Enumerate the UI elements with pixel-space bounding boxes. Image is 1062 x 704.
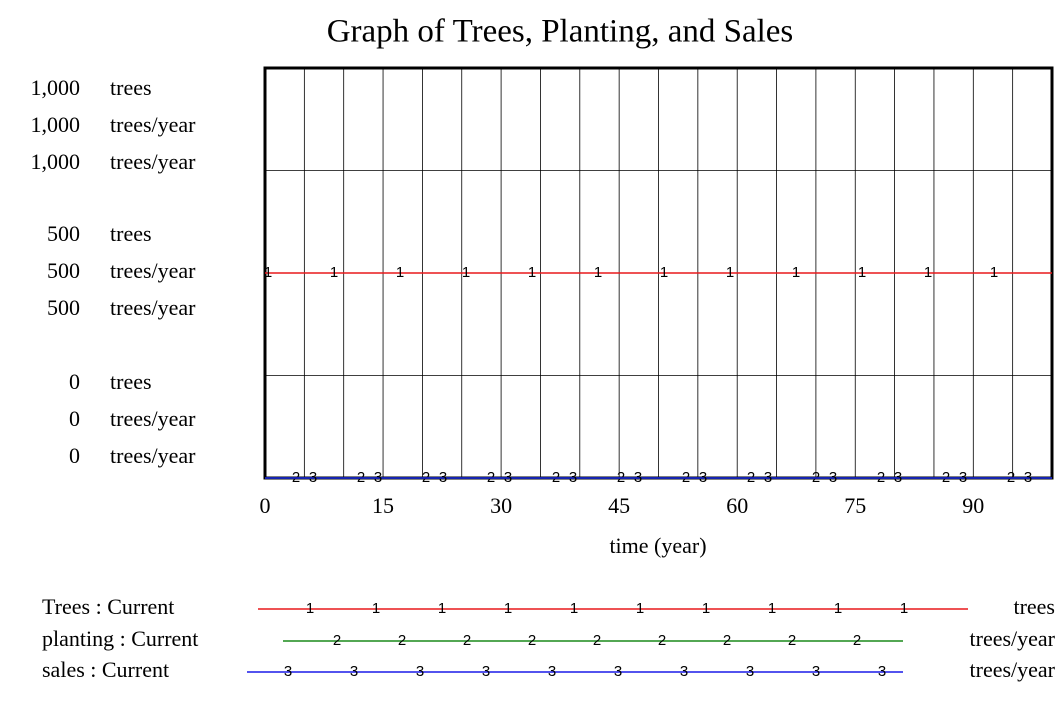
legend-marker: 3 [680, 663, 688, 680]
legend-marker: 1 [636, 600, 644, 617]
legend-marker: 2 [853, 632, 861, 649]
series-marker: 1 [792, 264, 800, 281]
x-tick-label: 30 [490, 493, 512, 518]
y-tick-unit: trees/year [110, 443, 196, 468]
series-marker: 3 [699, 469, 707, 486]
series-marker: 3 [439, 469, 447, 486]
x-tick-label: 90 [962, 493, 984, 518]
legend-marker: 3 [878, 663, 886, 680]
y-tick-label: 0 [69, 443, 80, 468]
y-tick-label: 500 [47, 295, 80, 320]
series-marker: 1 [528, 264, 536, 281]
legend-unit: trees [1013, 594, 1055, 619]
legend-unit: trees/year [970, 657, 1056, 682]
series-marker: 1 [858, 264, 866, 281]
legend-label: sales : Current [42, 657, 169, 682]
legend-marker: 2 [463, 632, 471, 649]
legend-marker: 1 [768, 600, 776, 617]
series-marker: 3 [504, 469, 512, 486]
x-axis-label: time (year) [609, 533, 706, 558]
y-tick-unit: trees/year [110, 112, 196, 137]
legend-marker: 1 [372, 600, 380, 617]
series-marker: 3 [829, 469, 837, 486]
legend-marker: 2 [658, 632, 666, 649]
legend-marker: 3 [482, 663, 490, 680]
legend-marker: 3 [416, 663, 424, 680]
series-marker: 3 [374, 469, 382, 486]
x-tick-label: 75 [844, 493, 866, 518]
legend-marker: 3 [614, 663, 622, 680]
series-marker: 3 [894, 469, 902, 486]
series-marker: 1 [726, 264, 734, 281]
series-marker: 3 [569, 469, 577, 486]
legend-unit: trees/year [970, 626, 1056, 651]
chart-title: Graph of Trees, Planting, and Sales [327, 14, 794, 50]
x-tick-label: 0 [260, 493, 271, 518]
series-marker: 1 [264, 264, 272, 281]
series-marker: 3 [1024, 469, 1032, 486]
y-tick-label: 0 [69, 369, 80, 394]
legend-marker: 1 [306, 600, 314, 617]
y-tick-label: 1,000 [31, 149, 81, 174]
legend-marker: 3 [812, 663, 820, 680]
series-marker: 3 [309, 469, 317, 486]
y-tick-unit: trees/year [110, 295, 196, 320]
x-tick-label: 60 [726, 493, 748, 518]
legend-marker: 2 [333, 632, 341, 649]
series-marker: 3 [764, 469, 772, 486]
legend-marker: 3 [284, 663, 292, 680]
y-tick-label: 0 [69, 406, 80, 431]
legend-marker: 2 [398, 632, 406, 649]
legend-marker: 2 [593, 632, 601, 649]
y-tick-unit: trees/year [110, 149, 196, 174]
x-tick-label: 15 [372, 493, 394, 518]
series-marker: 1 [462, 264, 470, 281]
series-marker: 1 [990, 264, 998, 281]
y-tick-label: 500 [47, 221, 80, 246]
legend-marker: 2 [788, 632, 796, 649]
series-marker: 1 [330, 264, 338, 281]
series-marker: 3 [634, 469, 642, 486]
y-tick-unit: trees/year [110, 258, 196, 283]
legend-label: Trees : Current [42, 594, 174, 619]
series-marker: 1 [594, 264, 602, 281]
series-marker: 3 [959, 469, 967, 486]
legend-marker: 1 [702, 600, 710, 617]
legend-marker: 2 [723, 632, 731, 649]
legend-marker: 1 [570, 600, 578, 617]
y-tick-unit: trees/year [110, 406, 196, 431]
series-marker: 1 [396, 264, 404, 281]
legend-marker: 3 [746, 663, 754, 680]
y-tick-label: 500 [47, 258, 80, 283]
y-tick-label: 1,000 [31, 112, 81, 137]
legend-marker: 1 [834, 600, 842, 617]
y-tick-unit: trees [110, 221, 152, 246]
legend-label: planting : Current [42, 626, 198, 651]
x-tick-label: 45 [608, 493, 630, 518]
legend-marker: 1 [438, 600, 446, 617]
y-tick-unit: trees [110, 75, 152, 100]
legend-marker: 3 [548, 663, 556, 680]
series-marker: 1 [924, 264, 932, 281]
legend-marker: 3 [350, 663, 358, 680]
legend-marker: 1 [504, 600, 512, 617]
legend-marker: 1 [900, 600, 908, 617]
legend-marker: 2 [528, 632, 536, 649]
series-marker: 1 [660, 264, 668, 281]
y-tick-label: 1,000 [31, 75, 81, 100]
y-tick-unit: trees [110, 369, 152, 394]
